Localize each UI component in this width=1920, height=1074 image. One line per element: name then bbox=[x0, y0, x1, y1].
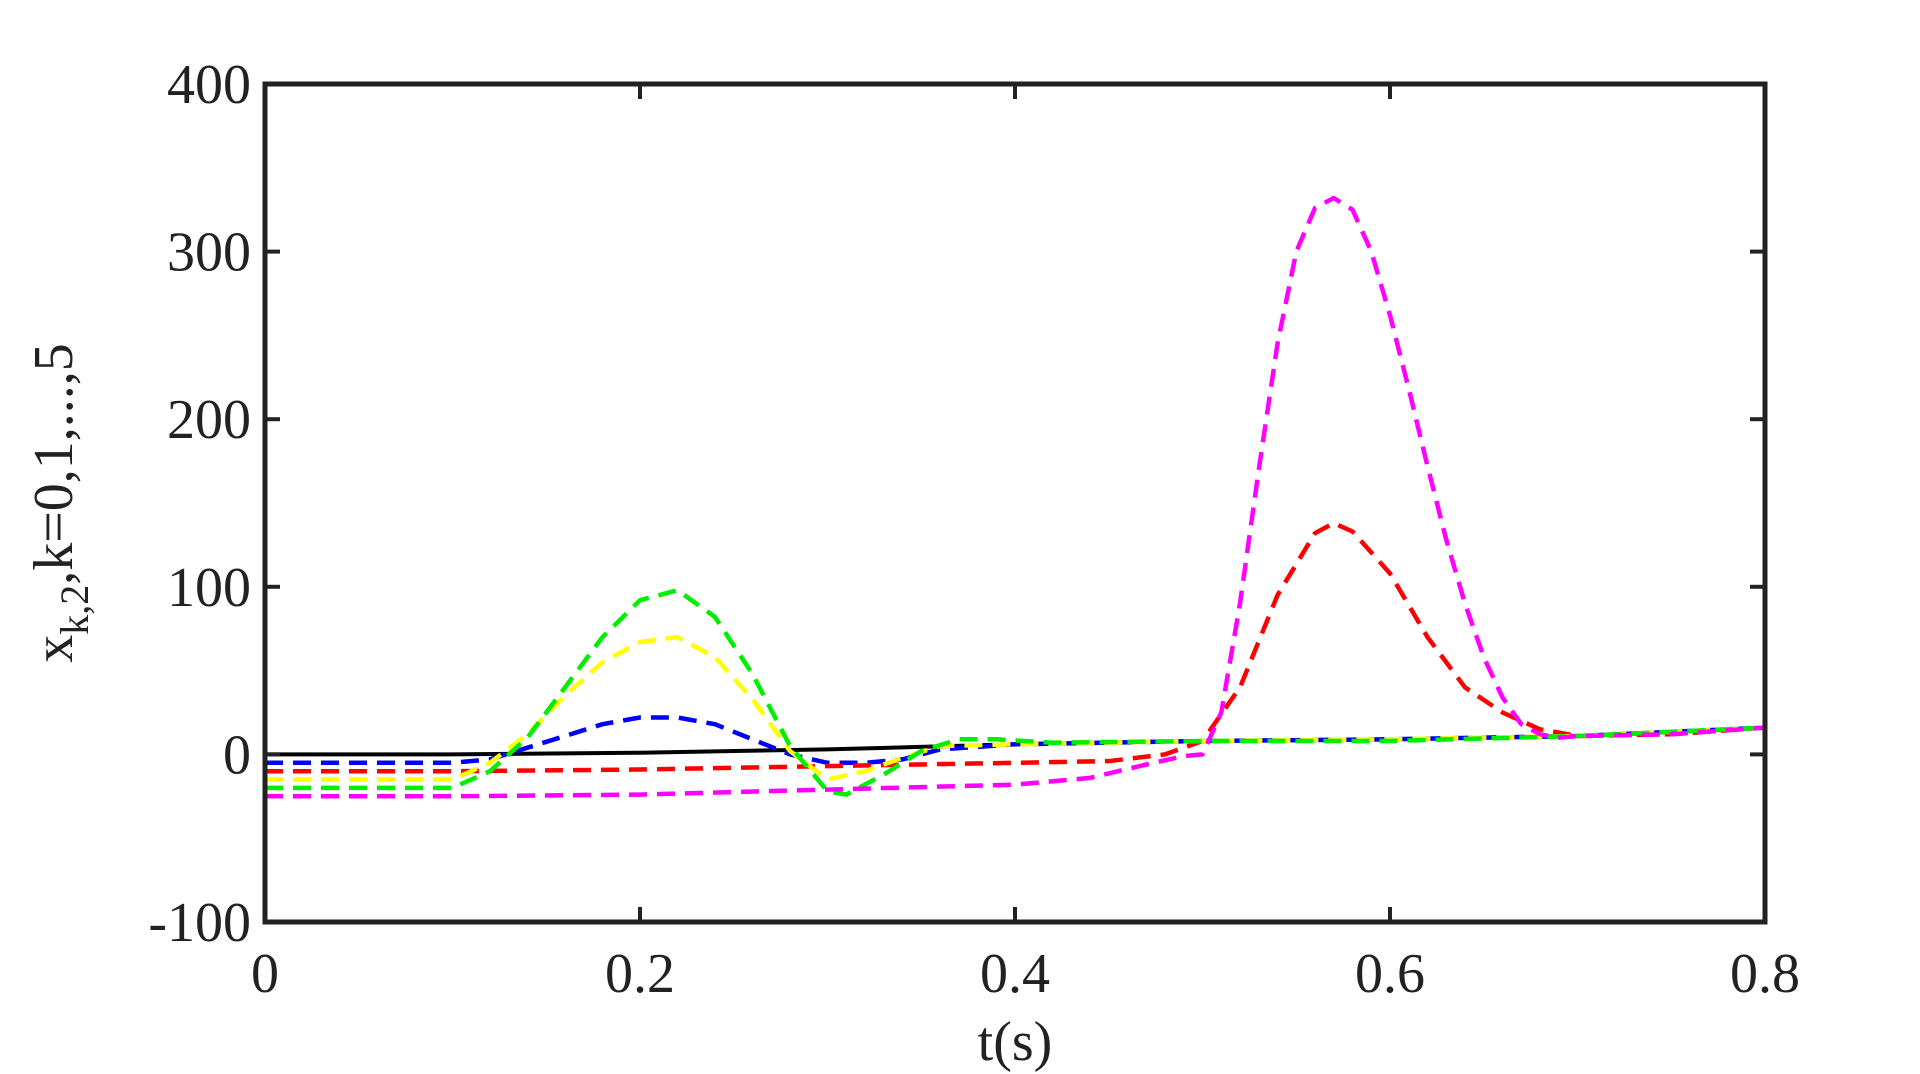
y-axis-title-main: x bbox=[23, 635, 85, 663]
y-tick-label: 300 bbox=[167, 222, 251, 284]
y-axis-title-subscript: k,2 bbox=[52, 585, 97, 635]
y-axis-title-suffix: ,k=0,1,...,5 bbox=[23, 343, 85, 585]
y-tick-label: 0 bbox=[223, 724, 251, 786]
series-layer bbox=[265, 195, 1766, 799]
series-line-4 bbox=[265, 587, 1766, 797]
y-tick-label: 200 bbox=[167, 389, 251, 451]
y-tick-label: 400 bbox=[167, 54, 251, 116]
x-tick-label: 0.2 bbox=[605, 943, 675, 1005]
y-tick-label: -100 bbox=[148, 892, 251, 954]
series-line-5 bbox=[265, 195, 1766, 799]
series-line-2 bbox=[265, 520, 1766, 774]
x-tick-label: 0 bbox=[251, 943, 279, 1005]
x-tick-label: 0.6 bbox=[1355, 943, 1425, 1005]
x-tick-label: 0.4 bbox=[980, 943, 1050, 1005]
series-line-1 bbox=[265, 715, 1766, 766]
plot-frame bbox=[262, 81, 1768, 925]
y-tick-label: 100 bbox=[167, 557, 251, 619]
x-axis-title: t(s) bbox=[978, 1011, 1053, 1073]
x-tick-label: 0.8 bbox=[1730, 943, 1800, 1005]
y-axis-title: xk,2,k=0,1,...,5 bbox=[23, 343, 97, 663]
